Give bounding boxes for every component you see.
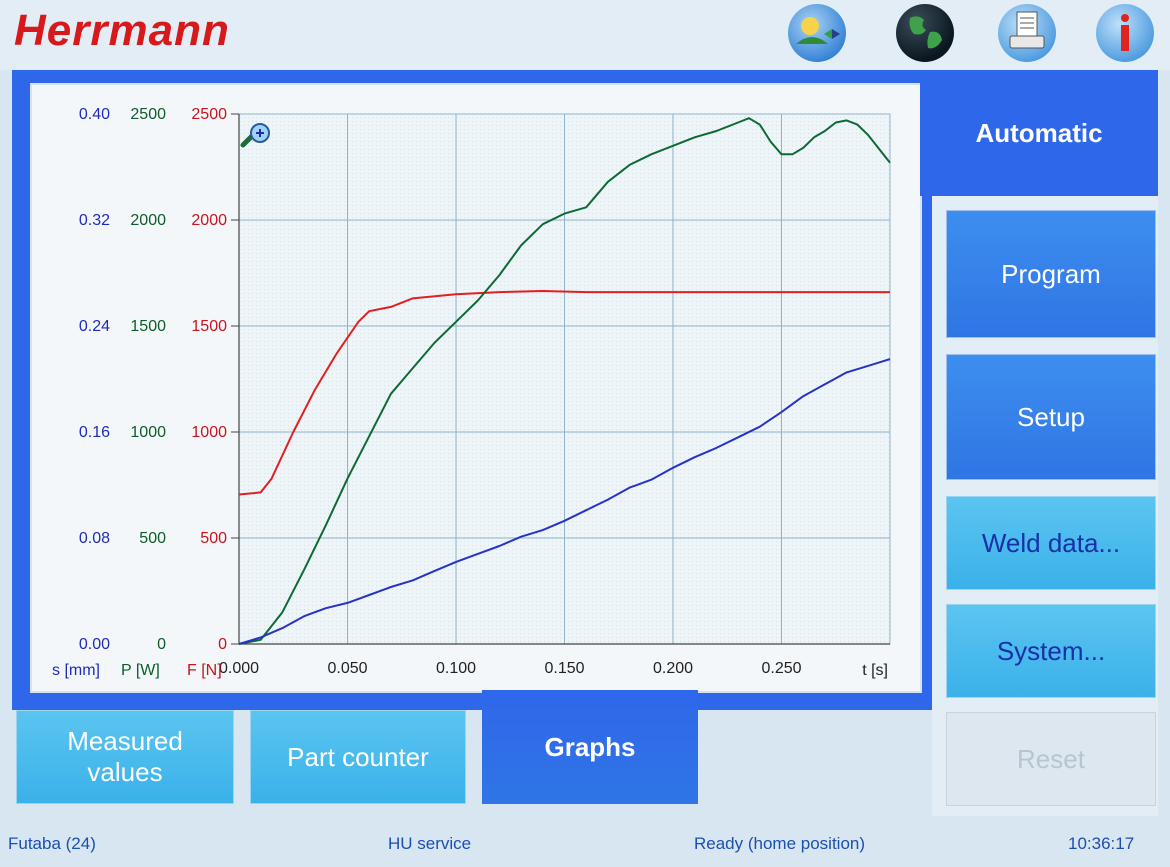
brand-logo: Herrmann [14,6,230,55]
mode-automatic[interactable]: Automatic [920,70,1158,196]
series-p-line [238,117,891,645]
mode-label: Automatic [975,118,1103,148]
reset-button[interactable]: Reset [946,712,1156,806]
language-icon[interactable] [788,4,846,62]
graphs-tab[interactable]: Graphs [482,690,698,804]
p-tick-label: 1500 [130,318,166,335]
y-axis-ticks: 0.00 0 0 0.08 500 500 0.16 1000 1000 0.24 1500 1500… [79,106,239,653]
f-tick-label: 1500 [191,318,227,335]
weld-data-button[interactable]: Weld data... [946,496,1156,590]
s-tick-label: 0.32 [79,212,110,229]
status-device: Futaba (24) [8,834,96,853]
f-axis-label: F [N] [187,662,222,679]
p-tick-label: 0 [157,636,166,653]
setup-button[interactable]: Setup [946,354,1156,480]
part-counter-tab[interactable]: Part counter [250,710,466,804]
x-tick-label: 0.200 [653,660,693,677]
info-icon[interactable] [1096,4,1154,62]
status-time: 10:36:17 [1068,834,1135,853]
series-s-line [238,358,891,645]
f-tick-label: 500 [200,530,227,547]
p-axis-label: P [W] [121,662,160,679]
series-f-line [238,290,890,496]
status-user: HU service [388,834,472,853]
status-state: Ready (home position) [694,834,866,853]
p-tick-label: 500 [139,530,166,547]
s-tick-label: 0.08 [79,530,110,547]
top-bar: Herrmann [0,0,1170,70]
system-button[interactable]: System... [946,604,1156,698]
axis-labels: s [mm] P [W] F [N] t [s] [52,662,888,679]
x-tick-label: 0.150 [544,660,584,677]
s-tick-label: 0.16 [79,424,110,441]
printer-icon[interactable] [998,4,1056,62]
s-axis-label: s [mm] [52,662,100,679]
graph-panel: 0.00 0 0 0.08 500 500 0.16 1000 1000 0.24 1500 1500… [30,83,922,693]
data-series [238,117,891,645]
s-tick-label: 0.40 [79,106,110,123]
measured-values-line1: Measured [67,726,183,756]
f-tick-label: 1000 [191,424,227,441]
program-button[interactable]: Program [946,210,1156,338]
p-tick-label: 2500 [130,106,166,123]
x-tick-label: 0.250 [761,660,801,677]
x-tick-label: 0.100 [436,660,476,677]
grid-lines [238,114,890,645]
f-tick-label: 0 [218,636,227,653]
x-tick-label: 0.050 [327,660,367,677]
x-axis-label: t [s] [862,662,888,679]
p-tick-label: 2000 [130,212,166,229]
s-tick-label: 0.24 [79,318,110,335]
measured-values-tab[interactable]: Measured values [16,710,234,804]
p-tick-label: 1000 [130,424,166,441]
zoom-icon[interactable] [240,123,270,148]
measured-values-line2: values [87,757,163,787]
x-axis-ticks: 0.000 0.050 0.100 0.150 0.200 0.250 [219,660,802,677]
s-tick-label: 0.00 [79,636,110,653]
f-tick-label: 2500 [191,106,227,123]
globe-icon[interactable] [896,4,954,62]
f-tick-label: 2000 [191,212,227,229]
x-tick-label: 0.000 [219,660,259,677]
